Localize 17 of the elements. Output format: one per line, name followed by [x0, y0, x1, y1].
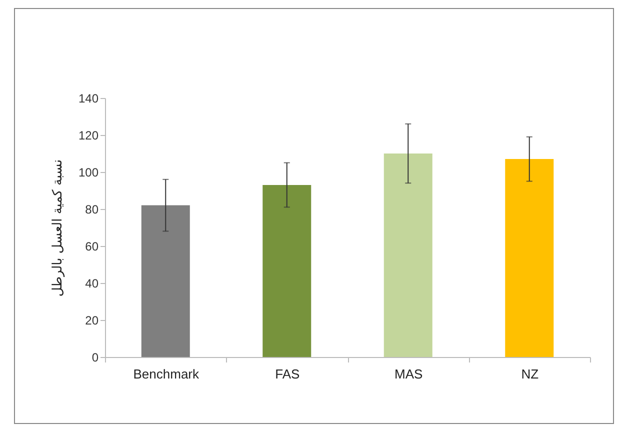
bar: [141, 205, 190, 357]
x-tick-label: Benchmark: [133, 366, 200, 382]
y-tick-label: 60: [85, 240, 99, 254]
x-tick-label: FAS: [275, 366, 300, 382]
y-tick-label: 140: [78, 92, 99, 106]
y-tick-label: 40: [85, 276, 99, 290]
y-tick-label: 120: [78, 128, 99, 142]
y-tick-label: 20: [85, 314, 99, 328]
x-tick-label: MAS: [394, 366, 424, 382]
y-axis-title: نسبة كمية العسل بالرطل: [50, 159, 66, 297]
bar: [505, 159, 554, 357]
bar: [262, 184, 312, 357]
y-tick-label: 80: [85, 202, 99, 216]
y-tick-label: 100: [78, 166, 99, 180]
y-tick-label: 0: [92, 350, 99, 364]
bar: [384, 154, 432, 357]
x-tick-label: NZ: [521, 366, 539, 382]
